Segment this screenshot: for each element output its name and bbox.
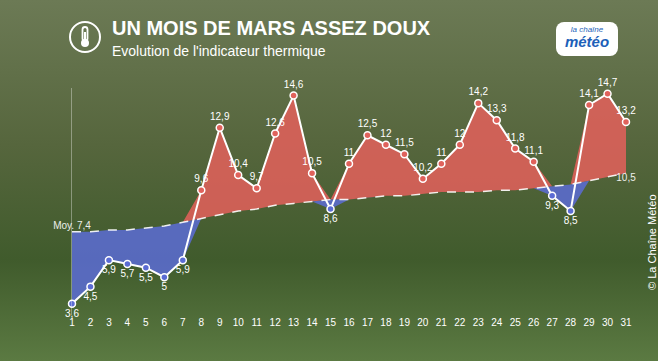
svg-text:15: 15 xyxy=(325,317,337,328)
svg-text:Moy. 7,4: Moy. 7,4 xyxy=(53,220,91,231)
svg-text:5: 5 xyxy=(143,317,149,328)
svg-text:14,1: 14,1 xyxy=(579,88,599,99)
svg-text:28: 28 xyxy=(565,317,577,328)
svg-text:12,5: 12,5 xyxy=(358,118,378,129)
svg-text:12: 12 xyxy=(380,128,392,139)
svg-text:16: 16 xyxy=(343,317,355,328)
svg-text:4,5: 4,5 xyxy=(84,291,98,302)
svg-text:11: 11 xyxy=(436,147,447,158)
svg-text:12,6: 12,6 xyxy=(265,117,285,128)
svg-text:12: 12 xyxy=(454,128,466,139)
svg-text:9: 9 xyxy=(217,317,223,328)
svg-text:29: 29 xyxy=(584,317,596,328)
svg-text:13: 13 xyxy=(288,317,300,328)
svg-text:7: 7 xyxy=(180,317,186,328)
svg-text:11,5: 11,5 xyxy=(395,137,414,148)
svg-text:17: 17 xyxy=(362,317,374,328)
svg-text:5,9: 5,9 xyxy=(176,264,190,275)
svg-text:18: 18 xyxy=(380,317,392,328)
svg-text:8,5: 8,5 xyxy=(564,215,578,226)
svg-text:8: 8 xyxy=(198,317,204,328)
svg-text:11: 11 xyxy=(344,147,355,158)
svg-text:9,6: 9,6 xyxy=(194,173,208,184)
svg-text:14: 14 xyxy=(307,317,319,328)
svg-text:3: 3 xyxy=(106,317,112,328)
svg-text:12,9: 12,9 xyxy=(210,111,230,122)
svg-text:3,6: 3,6 xyxy=(65,308,79,319)
svg-text:14,6: 14,6 xyxy=(284,79,304,90)
svg-text:24: 24 xyxy=(491,317,503,328)
svg-text:13,3: 13,3 xyxy=(487,103,507,114)
svg-text:5,9: 5,9 xyxy=(102,264,116,275)
svg-text:10,5: 10,5 xyxy=(616,172,636,183)
svg-text:27: 27 xyxy=(547,317,559,328)
svg-text:26: 26 xyxy=(528,317,540,328)
svg-text:20: 20 xyxy=(417,317,429,328)
svg-text:14,2: 14,2 xyxy=(469,86,489,97)
svg-text:22: 22 xyxy=(454,317,466,328)
svg-text:4: 4 xyxy=(125,317,131,328)
svg-text:14,7: 14,7 xyxy=(598,77,618,88)
svg-text:2: 2 xyxy=(88,317,94,328)
svg-text:6: 6 xyxy=(162,317,168,328)
svg-text:10,5: 10,5 xyxy=(302,156,322,167)
svg-text:13,2: 13,2 xyxy=(616,105,636,116)
svg-text:5,7: 5,7 xyxy=(120,268,134,279)
svg-text:10: 10 xyxy=(233,317,245,328)
svg-text:30: 30 xyxy=(602,317,614,328)
html-text:Evolution de l'indicateur ther: Evolution de l'indicateur thermique xyxy=(112,43,326,59)
svg-text:11,1: 11,1 xyxy=(524,145,543,156)
html-text:© La Chaîne Météo: © La Chaîne Météo xyxy=(646,194,658,290)
svg-text:10,2: 10,2 xyxy=(413,162,433,173)
svg-text:31: 31 xyxy=(620,317,632,328)
svg-text:25: 25 xyxy=(510,317,522,328)
svg-text:9,7: 9,7 xyxy=(250,171,264,182)
svg-text:9,3: 9,3 xyxy=(545,200,559,211)
svg-text:5,5: 5,5 xyxy=(139,272,153,283)
html-text:la chaîne: la chaîne xyxy=(570,25,604,34)
svg-text:8,6: 8,6 xyxy=(324,213,338,224)
svg-text:5: 5 xyxy=(162,281,168,292)
svg-text:23: 23 xyxy=(473,317,485,328)
svg-text:11: 11 xyxy=(251,317,262,328)
svg-text:21: 21 xyxy=(436,317,448,328)
html-text:météo: météo xyxy=(564,33,610,50)
html-text:UN MOIS DE MARS ASSEZ DOUX: UN MOIS DE MARS ASSEZ DOUX xyxy=(112,17,431,39)
svg-text:1: 1 xyxy=(69,317,75,328)
svg-text:10,4: 10,4 xyxy=(228,158,248,169)
svg-text:11,8: 11,8 xyxy=(506,132,525,143)
svg-text:19: 19 xyxy=(399,317,411,328)
svg-text:12: 12 xyxy=(270,317,282,328)
